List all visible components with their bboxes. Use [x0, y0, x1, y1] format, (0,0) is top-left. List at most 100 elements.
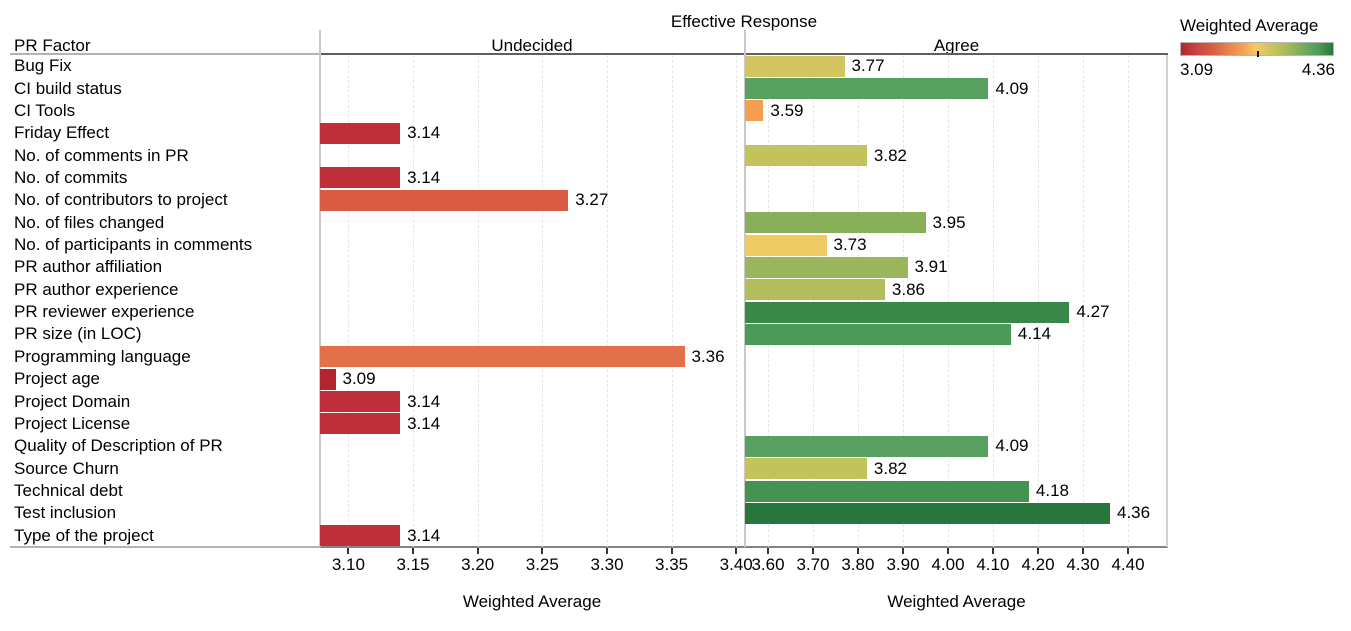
bar-value-label: 4.09 — [995, 436, 1029, 456]
bar-row — [745, 525, 1168, 547]
gridlines — [745, 55, 1168, 547]
bar-value-label: 3.27 — [575, 190, 609, 210]
bar-row: 3.77 — [745, 55, 1168, 77]
bar-row: 3.36 — [320, 346, 744, 368]
row-label: Project age — [14, 369, 100, 389]
axis-tick — [767, 548, 769, 554]
axis-tick — [476, 548, 479, 554]
bar[interactable] — [320, 346, 685, 368]
axis-tick-label: 3.20 — [461, 555, 495, 574]
axis-tick — [412, 548, 415, 554]
row-label: No. of participants in comments — [14, 235, 253, 255]
row-label: No. of contributors to project — [14, 190, 228, 210]
bar-rows: 3.77 4.09 3.59 3.82 3.95 3.73 3.91 3.86 4.27 4.14… — [745, 55, 1168, 547]
axis-tick — [991, 548, 994, 554]
bar-row — [320, 435, 744, 457]
bar[interactable] — [745, 100, 764, 122]
bar[interactable] — [745, 480, 1029, 502]
bar-row — [320, 279, 744, 301]
bar[interactable] — [320, 413, 401, 435]
bar-value-label: 3.59 — [770, 100, 804, 120]
gridline — [813, 55, 814, 547]
bar-value-label: 3.82 — [873, 458, 907, 478]
bar-row: 3.82 — [745, 457, 1168, 480]
panel-border-right — [1166, 55, 1168, 547]
row-label: CI Tools — [14, 100, 76, 120]
bar-row — [320, 55, 744, 77]
row-label: Project Domain — [14, 391, 131, 411]
row-label: Quality of Description of PR — [14, 436, 223, 456]
panel-undecided: 3.14 3.14 3.27 3.36 3.09 3.14 3.14 3.14 — [320, 55, 744, 547]
bar-row — [320, 212, 744, 234]
bar-row — [320, 457, 744, 479]
bar[interactable] — [745, 458, 867, 480]
bar-value-label: 4.09 — [995, 78, 1029, 98]
bar[interactable] — [320, 167, 401, 189]
bar-value-label: 3.14 — [407, 167, 441, 187]
bar-row — [320, 234, 744, 256]
axis-tick-label: 4.40 — [1111, 555, 1145, 574]
bar-row: 3.14 — [320, 167, 744, 189]
axis-tick — [1081, 548, 1084, 554]
row-label: PR size (in LOC) — [14, 324, 142, 344]
bar[interactable] — [745, 435, 989, 457]
bar-row: 3.95 — [745, 212, 1168, 234]
panel-border-left — [319, 30, 321, 547]
bar-row: 4.18 — [745, 480, 1168, 502]
axis-tick — [735, 548, 738, 554]
bar-value-label: 3.36 — [691, 346, 725, 366]
axis-tick-label: 3.10 — [331, 555, 365, 574]
bar-row — [320, 301, 744, 323]
axis-tick — [947, 548, 949, 554]
row-label: Programming language — [14, 346, 191, 366]
row-label: PR author experience — [14, 279, 179, 299]
axis-tick — [902, 548, 904, 554]
bar[interactable] — [745, 301, 1070, 323]
bar[interactable] — [745, 212, 926, 234]
bar-value-label: 4.36 — [1117, 503, 1151, 523]
bar[interactable] — [745, 234, 827, 256]
bar[interactable] — [745, 55, 845, 77]
row-label: No. of commits — [14, 167, 128, 187]
bar-rows: 3.14 3.14 3.27 3.36 3.09 3.14 3.14 3.14 — [320, 55, 744, 547]
bar-row: 3.59 — [745, 100, 1168, 122]
row-label: PR author affiliation — [14, 257, 163, 277]
bar-row — [745, 368, 1168, 390]
bar-value-label: 3.95 — [932, 212, 966, 232]
bar[interactable] — [745, 323, 1011, 345]
row-label: PR reviewer experience — [14, 302, 195, 322]
bar[interactable] — [745, 256, 908, 278]
axis-tick-label: 3.90 — [886, 555, 920, 574]
bar[interactable] — [745, 279, 885, 301]
axis-tick — [1127, 548, 1129, 554]
gridline — [542, 55, 544, 547]
bar-row — [745, 390, 1168, 412]
bar-row: 3.14 — [320, 413, 744, 435]
bar[interactable] — [320, 122, 401, 144]
bar-row: 3.91 — [745, 256, 1168, 278]
axis-tick-label: 3.80 — [841, 555, 875, 574]
bar[interactable] — [320, 391, 401, 413]
bar[interactable] — [320, 525, 401, 547]
bar[interactable] — [320, 189, 569, 211]
axis-tick-label: 3.30 — [590, 555, 624, 574]
bar-row: 3.14 — [320, 122, 744, 144]
gridlines — [320, 55, 744, 547]
gridline — [903, 55, 904, 547]
bar[interactable] — [320, 368, 336, 390]
axis-tick-label: 3.35 — [655, 555, 689, 574]
bar-row: 4.14 — [745, 323, 1168, 345]
bar-row — [320, 323, 744, 345]
bar-value-label: 3.82 — [873, 145, 907, 165]
bar-value-label: 3.09 — [342, 369, 376, 389]
bar[interactable] — [745, 145, 867, 167]
bar[interactable] — [745, 78, 989, 100]
bar-row: 3.82 — [745, 144, 1168, 167]
axis-tick — [1037, 548, 1039, 554]
gridline — [671, 55, 673, 547]
bar-row: 3.09 — [320, 368, 744, 390]
bar-value-label: 4.14 — [1017, 324, 1051, 344]
row-label: Bug Fix — [14, 56, 72, 76]
bar[interactable] — [745, 502, 1110, 524]
bar-row — [320, 480, 744, 502]
